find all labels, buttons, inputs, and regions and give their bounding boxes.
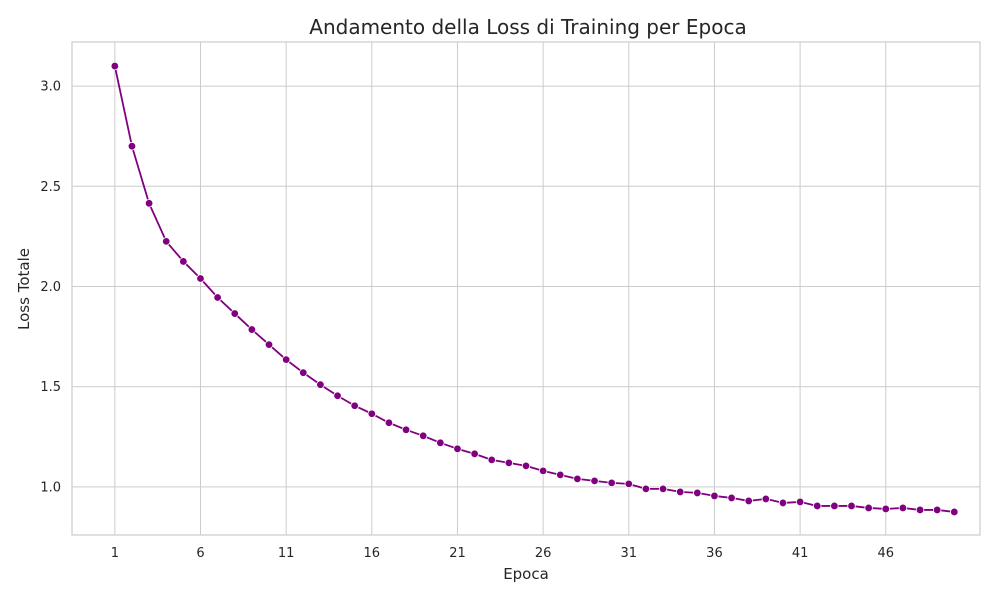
- chart-title: Andamento della Loss di Training per Epo…: [309, 15, 746, 39]
- tick-labels: 1 6 11 16 21 26 31 36 41 461.01.52.02.53.0: [40, 80, 894, 561]
- data-point: [813, 501, 822, 511]
- x-tick-label: 1: [111, 546, 119, 561]
- x-axis-label: Epoca: [503, 565, 549, 583]
- data-point: [453, 444, 462, 454]
- y-tick-label: 2.0: [40, 280, 61, 295]
- x-tick-label: 46: [878, 546, 895, 561]
- data-point: [915, 505, 925, 515]
- grid: [72, 42, 980, 535]
- data-point: [247, 325, 257, 334]
- data-point: [864, 503, 873, 513]
- data-point: [881, 504, 890, 514]
- y-tick-label: 1.0: [40, 480, 61, 495]
- series-layer: [110, 61, 959, 517]
- y-axis-label: Loss Totale: [15, 248, 33, 330]
- data-point: [624, 479, 633, 489]
- data-point: [538, 466, 548, 476]
- data-point: [658, 484, 668, 494]
- data-point: [898, 503, 908, 513]
- data-point: [950, 507, 959, 517]
- data-point: [607, 478, 616, 488]
- data-point: [830, 501, 839, 511]
- data-point: [213, 293, 222, 302]
- data-point: [127, 142, 137, 151]
- plot-frame: [71, 41, 981, 536]
- data-point: [470, 449, 479, 459]
- data-point: [419, 431, 428, 440]
- data-point: [110, 61, 120, 71]
- data-point: [932, 505, 942, 515]
- data-point: [675, 487, 685, 497]
- data-point: [367, 409, 377, 418]
- data-point: [144, 199, 154, 208]
- data-point: [521, 461, 531, 471]
- data-point: [778, 498, 788, 508]
- data-point: [727, 493, 736, 503]
- data-point: [230, 309, 239, 318]
- data-point: [487, 455, 496, 465]
- data-point: [693, 488, 702, 498]
- data-point: [744, 496, 753, 506]
- data-point: [384, 418, 394, 427]
- x-tick-label: 31: [621, 546, 638, 561]
- y-tick-label: 2.5: [40, 180, 61, 195]
- series-line: [113, 65, 955, 513]
- data-point: [436, 438, 445, 448]
- data-point: [504, 458, 514, 468]
- y-tick-label: 3.0: [40, 80, 61, 95]
- data-point: [573, 474, 582, 484]
- data-point: [401, 425, 411, 434]
- x-tick-label: 21: [449, 546, 466, 561]
- data-point: [710, 491, 719, 501]
- data-point: [264, 340, 274, 349]
- data-point: [299, 368, 308, 377]
- x-tick-label: 26: [535, 546, 552, 561]
- data-point: [350, 401, 359, 410]
- data-point: [641, 484, 651, 494]
- x-tick-label: 36: [706, 546, 723, 561]
- x-tick-label: 11: [278, 546, 295, 561]
- data-point: [795, 497, 805, 507]
- y-tick-label: 1.5: [40, 380, 61, 395]
- data-point: [162, 237, 171, 246]
- x-tick-label: 6: [196, 546, 204, 561]
- data-point: [281, 355, 291, 364]
- data-point: [196, 274, 205, 283]
- data-point: [761, 494, 771, 504]
- x-tick-label: 16: [364, 546, 381, 561]
- data-point: [847, 501, 856, 511]
- data-point: [556, 470, 565, 480]
- data-point: [179, 257, 188, 266]
- x-tick-label: 41: [792, 546, 809, 561]
- data-point: [590, 476, 599, 486]
- data-point: [316, 380, 325, 389]
- data-point: [333, 391, 342, 400]
